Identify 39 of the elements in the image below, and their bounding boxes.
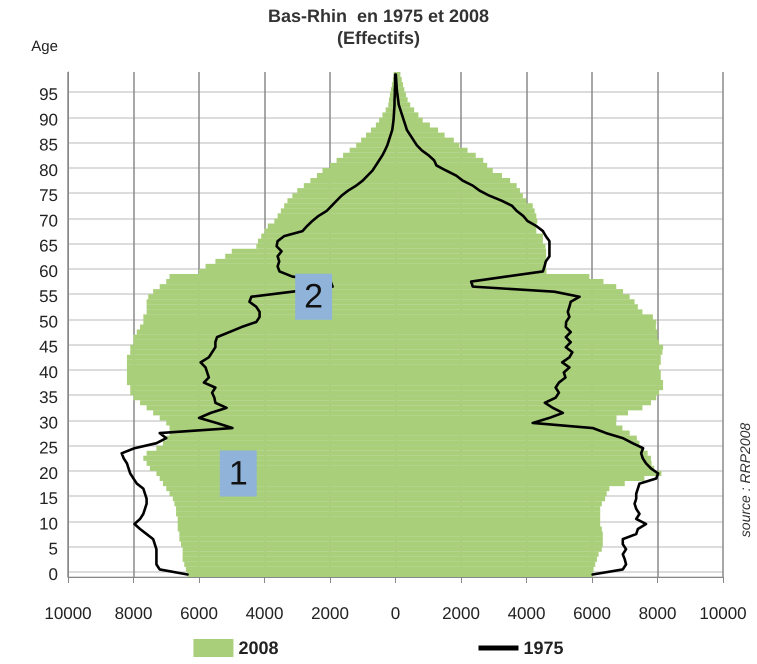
x-tick-label: 8000 xyxy=(114,604,152,623)
y-tick-label: 40 xyxy=(39,362,58,382)
y-tick-label: 80 xyxy=(39,160,58,180)
y-tick-label: 70 xyxy=(39,211,58,230)
x-tick-label: 10000 xyxy=(699,604,747,623)
x-tick-label: 2000 xyxy=(311,604,349,623)
y-tick-label: 30 xyxy=(39,413,58,432)
y-tick-label: 65 xyxy=(39,236,58,256)
legend-label: 2008 xyxy=(238,638,279,658)
y-tick-label: 5 xyxy=(48,540,58,559)
y-tick-label: 25 xyxy=(39,438,58,458)
legend-label: 1975 xyxy=(524,638,564,658)
source-note: source : RRP2008 xyxy=(737,422,753,538)
x-tick-label: 6000 xyxy=(180,604,218,623)
y-tick-label: 60 xyxy=(39,262,58,281)
y-tick-label: 85 xyxy=(39,136,58,155)
y-axis-title: Age xyxy=(31,38,58,55)
y-tick-label: 50 xyxy=(39,312,58,332)
x-tick-label: 10000 xyxy=(44,604,92,623)
x-tick-label: 6000 xyxy=(573,604,611,623)
y-tick-label: 15 xyxy=(39,489,58,508)
x-tick-label: 8000 xyxy=(638,604,676,623)
y-tick-label: 0 xyxy=(48,564,58,584)
y-tick-label: 10 xyxy=(39,514,58,534)
x-tick-label: 4000 xyxy=(246,604,284,623)
y-tick-label: 35 xyxy=(39,388,58,408)
y-tick-label: 45 xyxy=(39,338,58,357)
y-tick-label: 20 xyxy=(39,464,58,483)
y-tick-label: 90 xyxy=(39,110,58,130)
y-tick-label: 75 xyxy=(39,186,58,206)
chart-subtitle: (Effectifs) xyxy=(336,28,420,48)
annotation: 1 xyxy=(228,454,248,492)
y-tick-label: 55 xyxy=(39,287,58,306)
annotation: 2 xyxy=(304,278,324,316)
x-tick-label: 4000 xyxy=(508,604,546,623)
x-tick-label: 0 xyxy=(390,604,400,623)
chart-title: Bas-Rhin en 1975 et 2008 xyxy=(268,6,490,26)
y-tick-label: 95 xyxy=(39,85,58,104)
x-tick-label: 2000 xyxy=(442,604,480,623)
